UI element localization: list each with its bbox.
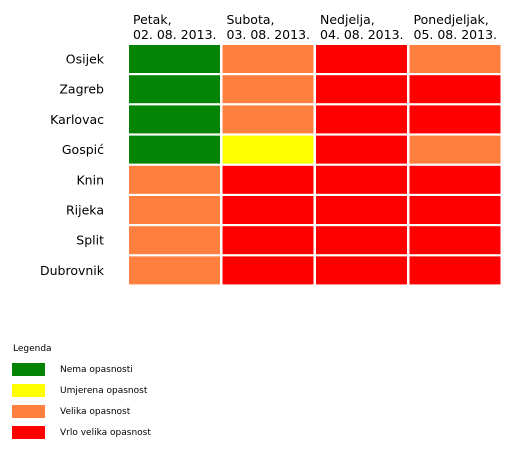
column-day-label: Subota, (227, 12, 275, 27)
heatmap-cell (316, 226, 407, 255)
legend-entry: Nema opasnosti (12, 359, 151, 380)
legend-label: Vrlo velika opasnost (60, 427, 151, 438)
column-date-label: 05. 08. 2013. (414, 27, 498, 42)
row-city-label: Karlovac (50, 112, 104, 127)
column-date-label: 03. 08. 2013. (227, 27, 311, 42)
heatmap-cell (129, 196, 220, 224)
heatmap-cell (129, 135, 220, 164)
heatmap-cell (316, 196, 407, 224)
column-date-label: 02. 08. 2013. (133, 27, 217, 42)
legend-items: Nema opasnosti Umjerena opasnost Velika op… (12, 359, 151, 443)
warning-heatmap: Petak,02. 08. 2013. Subota,03. 08. 2013. N… (40, 12, 501, 285)
legend-swatch (12, 405, 45, 418)
legend-entry: Umjerena opasnost (12, 380, 151, 401)
heatmap-cell (409, 226, 501, 255)
row-city-label: Osijek (66, 52, 105, 67)
heatmap-cell (222, 196, 314, 224)
legend-title: Legenda (13, 344, 52, 354)
heatmap-cell (129, 226, 220, 255)
row-city-label: Gospić (62, 142, 104, 157)
heatmap-cell (129, 256, 220, 285)
row-city-label: Knin (76, 172, 104, 187)
heatmap-cell (129, 165, 220, 194)
column-day-label: Petak, (133, 12, 172, 27)
column-day-label: Nedjelja, (320, 12, 375, 27)
row-city-label: Zagreb (59, 82, 104, 97)
heatmap-cell (222, 135, 314, 164)
heatmap-cell (409, 105, 501, 134)
heatmap-cell (316, 256, 407, 285)
heatmap-cell (316, 45, 407, 73)
heatmap-cell (222, 45, 314, 73)
row-city-label: Rijeka (66, 203, 104, 218)
heatmap-cell (222, 105, 314, 134)
legend-label: Velika opasnost (60, 406, 131, 417)
heatmap-cell (409, 75, 501, 104)
heatmap-cell (409, 135, 501, 164)
row-city-label: Dubrovnik (40, 263, 105, 278)
heatmap-cell (409, 256, 501, 285)
heatmap-cell (129, 105, 220, 134)
column-day-label: Ponedjeljak, (414, 12, 489, 27)
row-city-label: Split (76, 233, 104, 248)
legend-swatch (12, 426, 45, 439)
heatmap-cell (316, 75, 407, 104)
heatmap-cell (316, 105, 407, 134)
heatmap-cell (222, 256, 314, 285)
heatmap-cell (409, 196, 501, 224)
heatmap-cell (222, 165, 314, 194)
legend: Legenda Nema opasnosti Umjerena opasnost V… (12, 344, 151, 443)
heatmap-cell (316, 165, 407, 194)
heatmap-cell (129, 45, 220, 73)
heatmap-cell (316, 135, 407, 164)
legend-swatch (12, 363, 45, 376)
heatmap-cell (222, 75, 314, 104)
heatmap-cell (129, 75, 220, 104)
column-date-label: 04. 08. 2013. (320, 27, 404, 42)
heatmap-cell (222, 226, 314, 255)
legend-entry: Velika opasnost (12, 401, 151, 422)
legend-entry: Vrlo velika opasnost (12, 422, 151, 443)
legend-label: Umjerena opasnost (60, 385, 148, 396)
heatmap-cell (409, 45, 501, 73)
legend-swatch (12, 384, 45, 397)
heatmap-cell (409, 165, 501, 194)
legend-label: Nema opasnosti (60, 364, 133, 375)
